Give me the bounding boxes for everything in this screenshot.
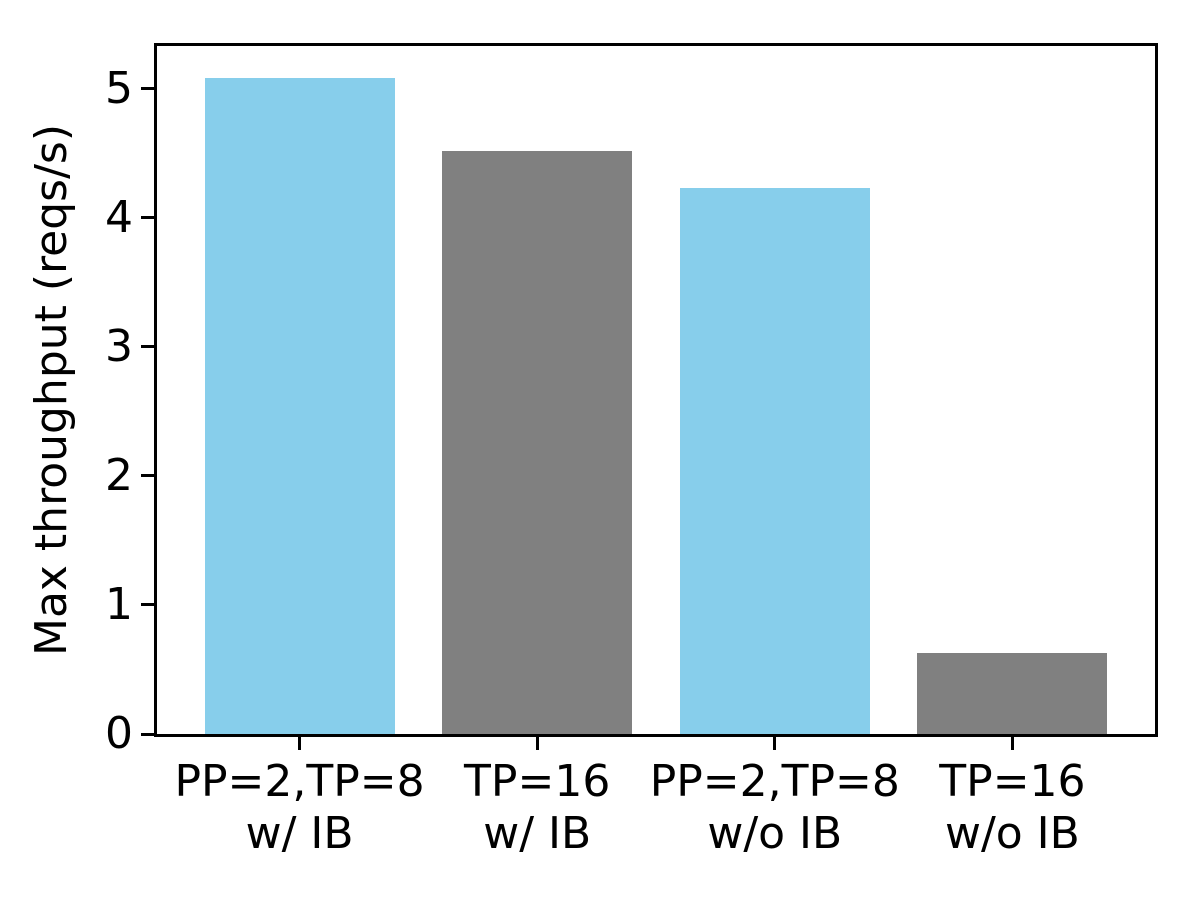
y-tick xyxy=(141,216,154,220)
x-tick-label-line: w/ IB xyxy=(245,808,354,859)
x-tick-label-line: PP=2,TP=8 xyxy=(174,756,425,807)
x-tick xyxy=(298,737,302,750)
y-tick xyxy=(141,87,154,91)
y-tick-label: 4 xyxy=(105,191,133,243)
y-tick-label: 5 xyxy=(105,62,133,114)
x-tick xyxy=(1010,737,1014,750)
x-tick-label-line: w/o IB xyxy=(944,808,1080,859)
x-tick-label-line: w/o IB xyxy=(707,808,843,859)
x-tick-label: PP=2,TP=8 w/ IB xyxy=(130,756,470,860)
x-tick xyxy=(535,737,539,750)
y-tick-label: 1 xyxy=(105,578,133,630)
y-tick-label: 3 xyxy=(105,320,133,372)
bar-pp2tp8-wo-ib xyxy=(679,187,870,734)
y-tick-label: 0 xyxy=(105,708,133,759)
bar-tp16-w-ib xyxy=(442,150,633,734)
y-tick xyxy=(141,603,154,607)
y-tick xyxy=(141,732,154,736)
x-tick-label-line: w/ IB xyxy=(483,808,592,859)
y-tick xyxy=(141,345,154,349)
x-tick xyxy=(773,737,777,750)
x-tick-label-line: PP=2,TP=8 xyxy=(649,756,900,807)
x-tick-label-line: TP=16 xyxy=(464,756,611,807)
y-tick xyxy=(141,474,154,478)
x-tick-label-line: TP=16 xyxy=(939,756,1086,807)
bar-pp2tp8-w-ib xyxy=(204,78,395,734)
x-tick-label: TP=16 w/ IB xyxy=(367,756,707,860)
bar-tp16-wo-ib xyxy=(917,652,1108,734)
x-tick-label: PP=2,TP=8 w/o IB xyxy=(605,756,945,860)
x-tick-label: TP=16 w/o IB xyxy=(842,756,1182,860)
y-tick-label: 2 xyxy=(105,449,133,501)
